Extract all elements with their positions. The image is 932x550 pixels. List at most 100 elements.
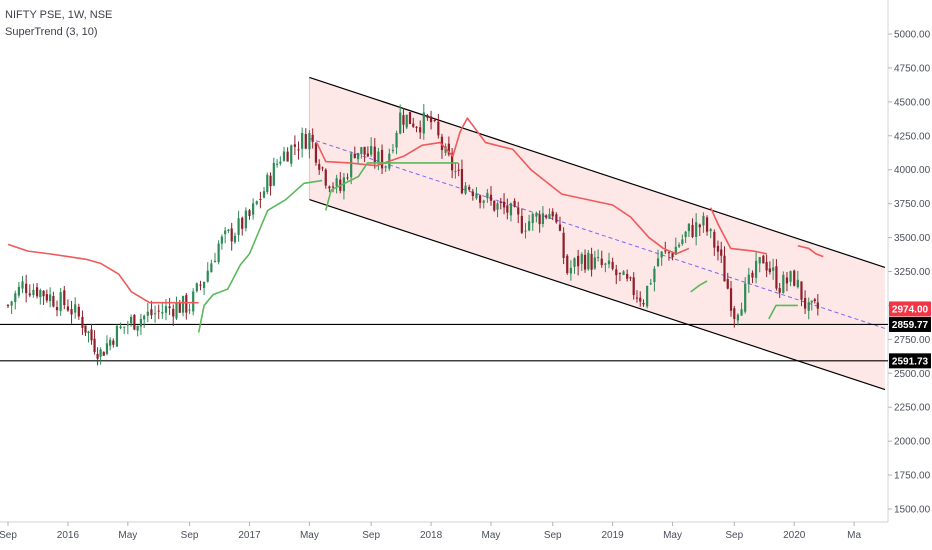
y-tick-label: 3500.00: [894, 233, 931, 244]
candle-body: [580, 254, 583, 264]
candle-body: [244, 210, 247, 229]
candle-body: [615, 269, 618, 276]
candle-body: [496, 203, 499, 210]
candle-body: [123, 326, 126, 328]
x-tick-label: 2016: [57, 530, 80, 541]
candle-body: [677, 244, 681, 247]
candle-body: [133, 314, 136, 330]
candle-body: [635, 297, 639, 299]
candle-body: [622, 271, 625, 275]
candle-body: [800, 281, 803, 300]
x-tick-label: 2020: [783, 530, 806, 541]
candle-body: [168, 306, 171, 309]
candle-body: [308, 132, 311, 150]
candle-body: [356, 152, 360, 160]
candle-body: [506, 205, 509, 213]
candle-body: [130, 317, 133, 324]
candle-body: [52, 296, 55, 307]
candle-body: [528, 221, 531, 231]
candle-body: [59, 292, 62, 312]
candle-body: [102, 351, 105, 356]
candle-body: [747, 274, 750, 285]
candle-body: [426, 115, 429, 118]
candle-body: [346, 177, 349, 179]
candle-body: [380, 149, 384, 169]
price-label-box: [889, 353, 931, 369]
supertrend-up-line: [690, 280, 708, 293]
candle-body: [6, 305, 10, 307]
candle-body: [55, 307, 59, 311]
candle-body: [150, 309, 153, 316]
candle-body: [237, 218, 240, 235]
candle-body: [695, 222, 698, 238]
candle-body: [464, 185, 467, 194]
candle-body: [785, 277, 789, 284]
candle-body: [202, 281, 206, 288]
candle-body: [74, 304, 77, 313]
candle-body: [502, 201, 506, 208]
candle-body: [282, 151, 286, 161]
y-tick-label: 2750.00: [894, 335, 931, 346]
candle-body: [566, 255, 569, 274]
candle-body: [517, 208, 520, 215]
candle-body: [422, 112, 425, 134]
candle-body: [772, 267, 775, 271]
price-label: 2859.77: [892, 320, 929, 331]
candle-body: [765, 261, 768, 271]
candle-body: [178, 302, 181, 313]
y-tick-label: 2500.00: [894, 369, 931, 380]
y-tick-label: 4250.00: [894, 131, 931, 142]
candle-body: [789, 271, 792, 282]
candle-body: [290, 145, 293, 164]
candle-body: [687, 223, 691, 232]
candle-body: [331, 186, 335, 188]
channel-mid-line: [309, 138, 886, 329]
candle-body: [185, 295, 188, 313]
candle-body: [573, 258, 576, 267]
candle-body: [754, 260, 758, 278]
x-tick-label: Sep: [725, 530, 743, 541]
candle-body: [304, 134, 307, 149]
candle-body: [626, 273, 629, 279]
candle-body: [96, 353, 99, 359]
candle-body: [656, 258, 660, 267]
y-tick-label: 4000.00: [894, 165, 931, 176]
y-tick-label: 5000.00: [894, 30, 931, 41]
candle-body: [39, 290, 42, 298]
candle-body: [395, 132, 398, 148]
candle-body: [28, 293, 31, 296]
candle-body: [629, 277, 632, 279]
candle-body: [32, 289, 35, 296]
x-tick-label: Sep: [0, 530, 17, 541]
x-tick-label: Sep: [544, 530, 562, 541]
x-tick-label: May: [663, 530, 682, 541]
candle-body: [363, 146, 366, 155]
candle-body: [293, 144, 296, 147]
candle-body: [429, 116, 433, 123]
candle-body: [646, 285, 649, 307]
candle-body: [810, 300, 813, 303]
candle-body: [611, 261, 614, 269]
candle-body: [691, 224, 694, 237]
candle-body: [444, 146, 447, 153]
candle-body: [45, 294, 48, 301]
candle-body: [744, 283, 747, 312]
candle-body: [49, 294, 52, 302]
x-tick-label: Sep: [362, 530, 380, 541]
candle-body: [674, 246, 677, 255]
supertrend-down-line: [7, 243, 199, 304]
candle-body: [286, 151, 289, 162]
candle-body: [813, 299, 816, 302]
candle-body: [164, 306, 168, 313]
candle-body: [279, 161, 282, 164]
candle-body: [21, 281, 24, 289]
candle-body: [99, 349, 102, 357]
candle-body: [87, 331, 90, 333]
candle-body: [768, 268, 771, 273]
candle-body: [230, 228, 233, 242]
candle-body: [475, 193, 478, 199]
candle-body: [597, 256, 600, 258]
candle-body: [35, 287, 39, 297]
